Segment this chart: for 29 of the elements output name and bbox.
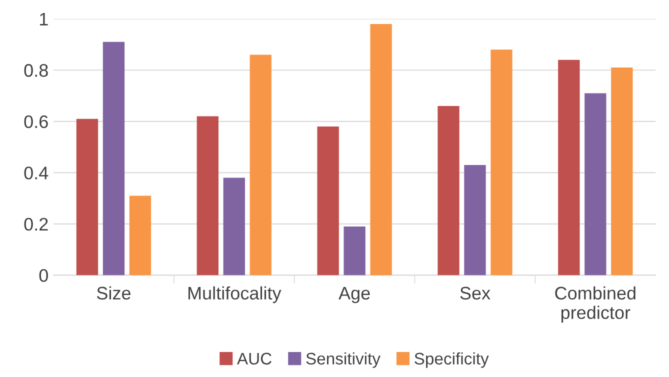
bar (250, 54, 272, 276)
x-tick-label: Size (96, 286, 130, 300)
legend-label: AUC (236, 352, 272, 365)
bar (611, 68, 633, 276)
x-tick-label: Combined predictor (555, 286, 636, 323)
bar (464, 164, 486, 276)
x-tick-label: Age (338, 286, 370, 304)
y-tick-label: 0.6 (24, 115, 48, 128)
y-tick-label: 0.4 (24, 166, 48, 180)
y-tick-label: 0 (39, 269, 48, 282)
legend-label: Sensitivity (306, 352, 380, 368)
bar (317, 126, 339, 276)
bar (584, 93, 606, 276)
x-tick-label: Multifocality (188, 286, 282, 304)
x-tick-label: Sex (460, 286, 490, 300)
bar (196, 116, 218, 276)
legend-label: Specificity (414, 352, 489, 368)
bar (129, 196, 152, 276)
y-tick-label: 0.8 (24, 64, 48, 77)
bar (558, 60, 580, 276)
bar (344, 226, 366, 276)
bar (370, 24, 392, 276)
bar (490, 50, 512, 276)
y-tick-label: 1 (40, 12, 48, 26)
bar (438, 106, 460, 276)
bar (102, 42, 125, 276)
bar (76, 118, 98, 276)
bar (223, 178, 245, 276)
y-tick-label: 0.2 (24, 218, 48, 231)
